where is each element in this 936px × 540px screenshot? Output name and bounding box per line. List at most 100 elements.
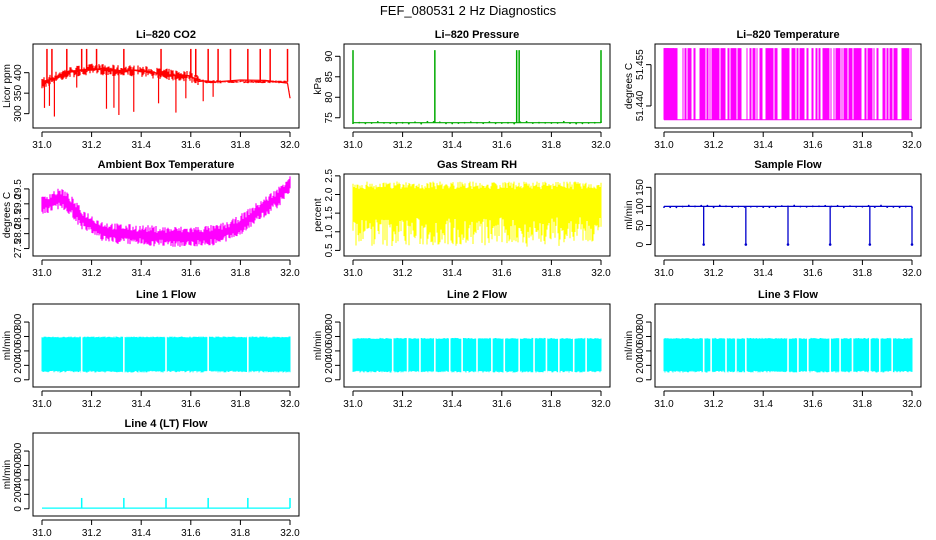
- panel-pressure: Li–820 Pressure 31.0 31.2 31.4 31.6 31.8 32.0 7…: [313, 29, 611, 151]
- data-dip-point-3: [828, 243, 832, 246]
- data-point: [898, 206, 901, 209]
- data-point: [756, 205, 758, 208]
- data-point: [892, 206, 895, 208]
- x-tick-label: 31.2: [704, 140, 724, 151]
- plot-area: [352, 181, 602, 247]
- y-tick-label: 150: [635, 179, 646, 196]
- data-point: [569, 122, 571, 124]
- data-point: [469, 121, 472, 124]
- plot-frame: [32, 43, 300, 129]
- data-point: [768, 206, 771, 209]
- y-tick-label: 400: [324, 342, 335, 359]
- x-tick-label: 31.2: [704, 268, 724, 279]
- data-point: [525, 120, 528, 123]
- plot-frame: [343, 43, 611, 129]
- plot-frame: [343, 303, 611, 388]
- data-point: [780, 205, 783, 207]
- x-tick-label: 31.4: [131, 399, 151, 410]
- y-tick-label: 1.5: [324, 206, 335, 220]
- y-tick-label: 80: [324, 91, 335, 103]
- panel-title: Line 1 Flow: [136, 289, 196, 301]
- y-tick-label: 800: [324, 313, 335, 330]
- panel-line4: Line 4 (LT) Flow 31.0 31.2 31.4 31.6 31.8 32.0…: [2, 418, 300, 539]
- x-tick-label: 31.8: [231, 399, 251, 410]
- data-series-0: [41, 176, 291, 247]
- y-tick-label: 1.0: [324, 224, 335, 238]
- x-tick-label: 31.0: [32, 399, 52, 410]
- data-point: [494, 122, 497, 125]
- data-point: [593, 121, 596, 124]
- y-tick-label: 600: [13, 328, 24, 345]
- x-axis: 31.0 31.2 31.4 31.6 31.8 32.0: [343, 259, 611, 279]
- data-point: [507, 121, 509, 124]
- y-tick-label: 200: [635, 357, 646, 374]
- x-tick-label: 31.0: [343, 399, 363, 410]
- x-tick-label: 31.2: [393, 140, 413, 151]
- y-tick-label: 600: [635, 328, 646, 345]
- data-point: [669, 206, 672, 209]
- data-point: [488, 121, 491, 123]
- data-point: [849, 205, 851, 208]
- y-tick-label: 800: [13, 313, 24, 330]
- y-tick-label: 50: [635, 219, 646, 231]
- data-point: [830, 205, 833, 208]
- x-tick-label: 32.0: [280, 268, 300, 279]
- plot-area: [41, 176, 291, 247]
- plot-area: [663, 48, 912, 121]
- y-tick-label: 27.5: [13, 238, 24, 258]
- x-axis: 31.0 31.2 31.4 31.6 31.8 32.0: [654, 259, 922, 279]
- x-tick-label: 31.8: [542, 399, 562, 410]
- data-point: [364, 122, 367, 125]
- data-point: [420, 122, 423, 125]
- data-point: [694, 205, 696, 208]
- y-axis-label: ml/min: [2, 460, 13, 489]
- x-tick-label: 32.0: [591, 268, 611, 279]
- data-point: [700, 204, 703, 207]
- plot-frame: [654, 173, 922, 257]
- panel-title: Li–820 Temperature: [736, 29, 839, 41]
- x-axis: 31.0 31.2 31.4 31.6 31.8 32.0: [343, 131, 611, 151]
- y-tick-label: 200: [13, 486, 24, 503]
- data-point: [538, 121, 540, 124]
- y-tick-label: 400: [635, 342, 646, 359]
- x-tick-label: 31.6: [492, 399, 512, 410]
- data-point: [476, 121, 478, 124]
- data-point: [587, 122, 590, 124]
- x-tick-label: 31.4: [131, 528, 151, 539]
- x-tick-label: 31.8: [231, 268, 251, 279]
- y-tick-label: 400: [13, 64, 24, 81]
- data-point: [531, 122, 534, 125]
- data-series-0: [41, 63, 291, 99]
- figure-title: FEF_080531 2 Hz Diagnostics: [380, 3, 557, 18]
- x-axis: 31.0 31.2 31.4 31.6 31.8 32.0: [654, 390, 922, 410]
- plot-area: [663, 204, 914, 246]
- y-tick-label: 28.5: [13, 209, 24, 229]
- y-axis: 0.5 1.0 1.5 2.0 2.5 percent: [313, 168, 341, 257]
- data-point: [663, 206, 665, 209]
- data-point: [904, 205, 907, 208]
- x-tick-label: 31.6: [803, 268, 823, 279]
- data-point: [556, 122, 559, 124]
- y-axis-label: percent: [313, 198, 324, 232]
- panel-title: Line 2 Flow: [447, 289, 507, 301]
- y-tick-label: 0: [13, 377, 24, 383]
- data-point: [842, 206, 845, 209]
- plot-frame: [654, 43, 922, 129]
- x-tick-label: 31.0: [32, 528, 52, 539]
- data-point: [886, 206, 889, 209]
- data-point: [867, 204, 870, 207]
- y-tick-label: 350: [13, 84, 24, 101]
- x-axis: 31.0 31.2 31.4 31.6 31.8 32.0: [32, 390, 300, 410]
- x-tick-label: 31.8: [853, 399, 873, 410]
- x-tick-label: 31.0: [32, 140, 52, 151]
- data-point: [544, 122, 547, 124]
- y-axis-label: ml/min: [2, 331, 13, 360]
- data-point: [426, 120, 429, 123]
- x-tick-label: 31.6: [803, 399, 823, 410]
- data-point: [445, 122, 447, 125]
- x-axis: 31.0 31.2 31.4 31.6 31.8 32.0: [32, 131, 300, 151]
- data-dip-point-2: [786, 243, 790, 246]
- data-point: [799, 205, 802, 208]
- x-tick-label: 32.0: [902, 268, 922, 279]
